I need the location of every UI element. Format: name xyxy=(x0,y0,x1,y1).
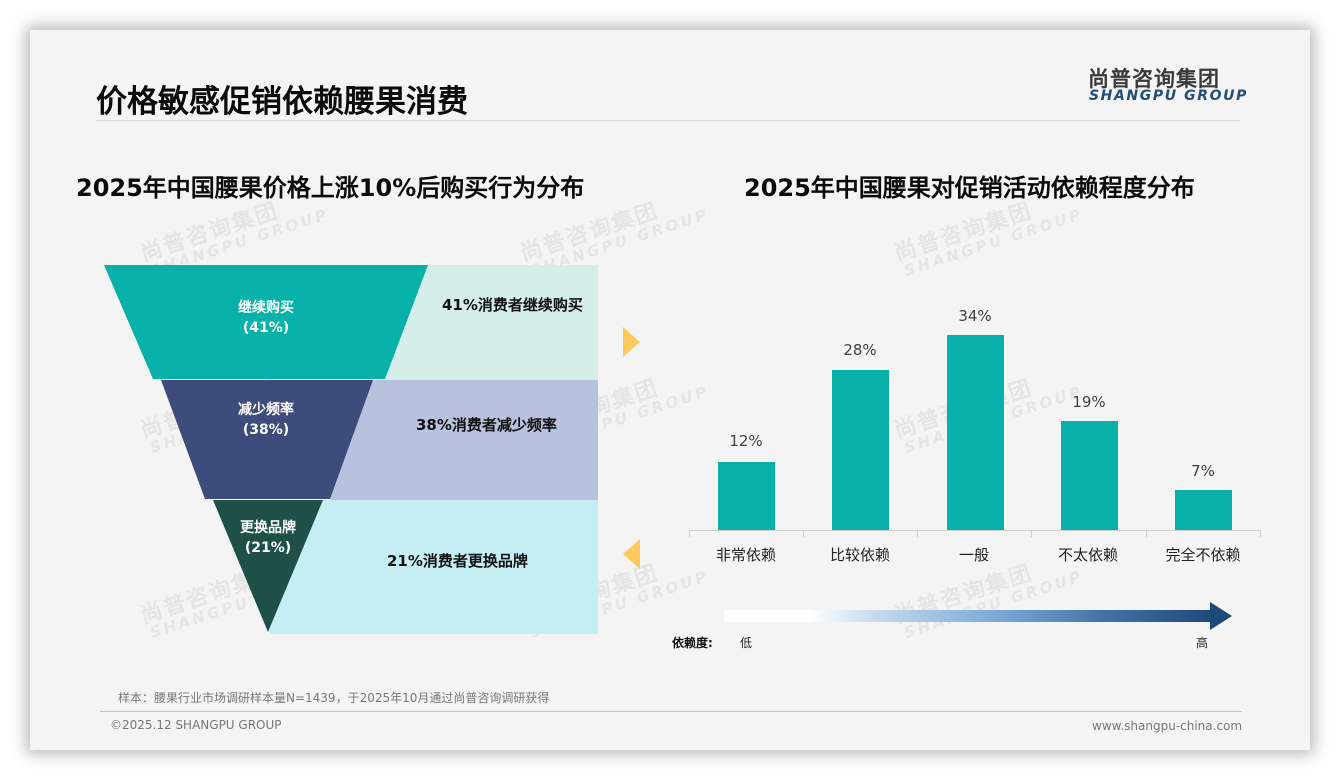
category-label: 非常依赖 xyxy=(715,546,776,564)
scale-high-label: 高 xyxy=(1196,636,1209,650)
bar-value-label: 19% xyxy=(1072,393,1106,411)
triangle-right-icon xyxy=(623,327,640,357)
category-label: 完全不依赖 xyxy=(1165,546,1241,564)
funnel-layer-3-label: 更换品牌 (21%) xyxy=(240,520,296,556)
x-axis xyxy=(689,530,1261,531)
slide: 价格敏感促销依赖腰果消费 尚普咨询集团 SHANGPU GROUP 尚普咨询集团… xyxy=(30,30,1310,750)
axis-tick xyxy=(917,530,918,537)
bar-value-label: 12% xyxy=(729,432,763,450)
title-divider xyxy=(96,120,1240,121)
funnel-layer-1-label: 继续购买 (41%) xyxy=(238,300,294,336)
bar-neutral xyxy=(947,335,1004,530)
funnel-layer-2-label: 减少频率 (38%) xyxy=(238,402,294,438)
page-title: 价格敏感促销依赖腰果消费 xyxy=(96,84,468,120)
triangle-left-icon xyxy=(623,539,640,569)
bar-value-label: 7% xyxy=(1191,462,1215,480)
axis-tick xyxy=(1146,530,1147,537)
dependency-scale-gradient xyxy=(724,610,1212,622)
footer-divider xyxy=(100,711,1242,712)
axis-tick xyxy=(803,530,804,537)
funnel-panel-2 xyxy=(330,380,598,500)
axis-tick xyxy=(1031,530,1032,537)
bar-not-very-dependent xyxy=(1061,421,1118,530)
bar-very-dependent xyxy=(718,462,775,530)
copyright: ©2025.12 SHANGPU GROUP xyxy=(110,718,282,732)
bar-value-label: 28% xyxy=(843,341,877,359)
bar-value-label: 34% xyxy=(958,307,992,325)
bar-not-dependent xyxy=(1175,490,1232,530)
sample-footnote: 样本：腰果行业市场调研样本量N=1439，于2025年10月通过尚普咨询调研获得 xyxy=(118,691,550,705)
bar-fairly-dependent xyxy=(832,370,889,530)
funnel-chart xyxy=(104,265,598,634)
funnel-desc-3: 21%消费者更换品牌 xyxy=(387,552,528,570)
arrow-right-icon xyxy=(1210,602,1232,630)
bar-chart: 12% 28% 34% 19% 7% 非常依赖 比较依赖 一般 不太依赖 完全不… xyxy=(689,30,1261,630)
website-link[interactable]: www.shangpu-china.com xyxy=(1092,719,1243,733)
bar-chart-title: 2025年中国腰果对促销活动依赖程度分布 xyxy=(744,174,1195,202)
funnel-layer-2 xyxy=(161,380,373,499)
funnel-panel-3 xyxy=(270,500,598,634)
scale-title: 依赖度: xyxy=(672,636,713,650)
funnel-layer-1 xyxy=(104,265,428,379)
category-label: 不太依赖 xyxy=(1057,546,1118,564)
category-label: 一般 xyxy=(958,546,989,564)
funnel-layer-3 xyxy=(213,500,323,632)
axis-tick xyxy=(1260,530,1261,537)
scale-low-label: 低 xyxy=(740,636,753,650)
category-label: 比较依赖 xyxy=(829,546,890,564)
logo-chinese: 尚普咨询集团 xyxy=(1088,67,1220,91)
logo-english: SHANGPU GROUP xyxy=(1089,88,1248,104)
funnel-desc-1: 41%消费者继续购买 xyxy=(442,296,583,314)
axis-tick xyxy=(689,530,690,537)
funnel-chart-title: 2025年中国腰果价格上涨10%后购买行为分布 xyxy=(76,174,585,202)
funnel-desc-2: 38%消费者减少频率 xyxy=(416,416,557,434)
